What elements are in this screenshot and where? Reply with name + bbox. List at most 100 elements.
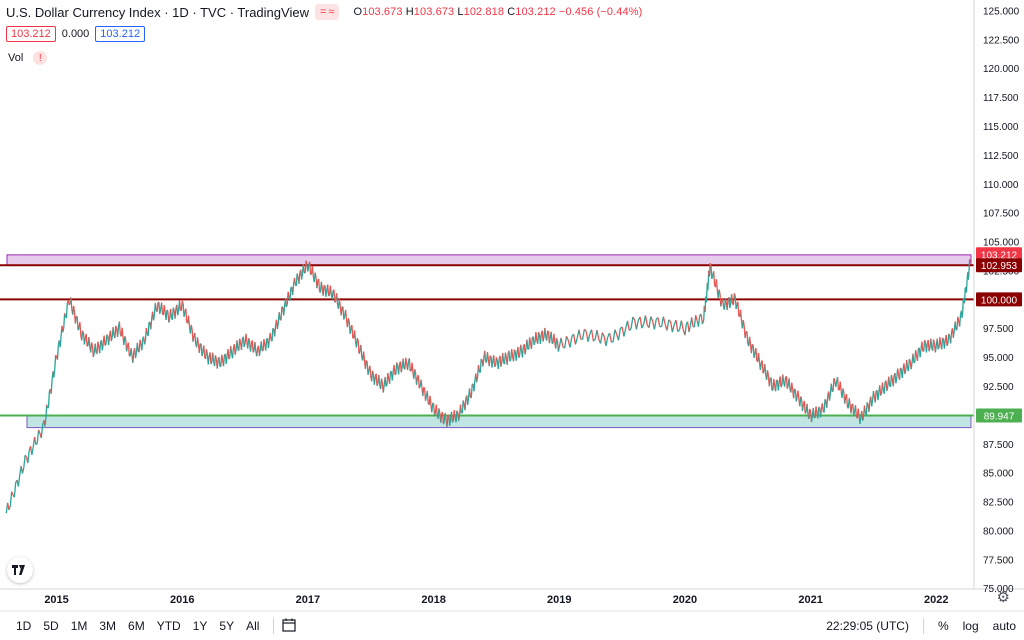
price-segment: [231, 348, 235, 359]
price-segment: [710, 265, 713, 280]
price-segment: [768, 378, 771, 387]
price-segment: [411, 362, 414, 373]
price-segment: [806, 403, 809, 415]
price-segment: [207, 356, 210, 365]
price-segment: [836, 377, 840, 390]
price-segment: [968, 259, 971, 263]
price-segment: [729, 302, 732, 309]
price-segment: [94, 343, 97, 353]
price-segment: [433, 412, 436, 416]
date-range-icon[interactable]: [282, 618, 297, 635]
timeframe-3m[interactable]: 3M: [99, 619, 117, 633]
price-segment: [269, 332, 272, 340]
price-segment: [295, 273, 298, 287]
price-segment: [779, 376, 782, 388]
price-segment: [355, 338, 358, 348]
price-segment: [662, 316, 666, 325]
symbol-title[interactable]: U.S. Dollar Currency Index · 1D · TVC · …: [6, 4, 309, 20]
price-segment: [464, 398, 467, 411]
price-segment: [343, 315, 346, 320]
price-segment: [76, 316, 79, 331]
price-segment: [845, 394, 849, 408]
bid-box[interactable]: 103.212: [6, 26, 56, 42]
settings-gear-icon[interactable]: ⚙: [996, 589, 1010, 606]
price-segment: [518, 354, 521, 359]
price-segment: [599, 332, 603, 344]
price-segment: [524, 347, 527, 355]
timeframe-5d[interactable]: 5D: [43, 619, 59, 633]
price-segment: [139, 339, 142, 345]
price-segment: [711, 275, 714, 280]
price-segment: [581, 329, 586, 340]
price-segment: [701, 319, 705, 325]
price-segment: [68, 303, 71, 306]
price-segment: [74, 316, 77, 324]
log-scale-button[interactable]: log: [962, 619, 979, 633]
price-segment: [150, 318, 153, 330]
price-segment: [276, 322, 279, 330]
price-segment: [482, 357, 485, 367]
price-segment: [85, 333, 88, 347]
clock[interactable]: 22:29:05 (UTC): [826, 619, 909, 633]
price-segment: [497, 359, 500, 370]
y-tick-label: 77.500: [983, 555, 1014, 566]
price-segment: [112, 327, 115, 336]
price-segment: [106, 334, 109, 337]
price-segment: [709, 262, 712, 266]
timeframe-6m[interactable]: 6M: [128, 619, 145, 633]
price-segment: [810, 415, 814, 423]
price-segment: [104, 344, 107, 346]
price-segment: [550, 331, 553, 344]
price-segment: [455, 410, 458, 423]
timeframe-all[interactable]: All: [246, 619, 260, 633]
price-segment: [495, 357, 498, 361]
ask-box[interactable]: 103.212: [95, 26, 146, 42]
price-segment: [916, 348, 919, 361]
price-segment: [27, 450, 30, 464]
price-segment: [484, 350, 487, 362]
price-segment: [515, 351, 518, 361]
price-segment: [265, 339, 268, 351]
y-tick-label: 125.000: [983, 6, 1020, 17]
price-segment: [623, 328, 627, 337]
price-segment: [349, 328, 352, 334]
tradingview-logo-icon[interactable]: [7, 557, 33, 583]
price-segment: [521, 346, 525, 358]
timeframe-5y[interactable]: 5Y: [219, 619, 235, 633]
price-segment: [333, 289, 336, 303]
price-segment: [614, 329, 618, 335]
compare-toggle[interactable]: = ≈: [314, 4, 340, 20]
price-segment: [338, 299, 341, 306]
percent-scale-button[interactable]: %: [937, 619, 949, 633]
timeframe-ytd[interactable]: YTD: [156, 619, 181, 633]
price-segment: [165, 309, 168, 320]
price-segment: [243, 343, 246, 348]
timeframe-1d[interactable]: 1D: [16, 619, 32, 633]
warning-icon[interactable]: !: [33, 51, 48, 65]
price-segment: [435, 404, 438, 415]
price-segment: [228, 357, 231, 360]
price-segment: [302, 264, 305, 274]
y-tick-label: 117.500: [983, 93, 1019, 104]
price-segment: [121, 327, 124, 337]
price-segment: [101, 343, 104, 351]
spread-value: 0.000: [61, 28, 90, 40]
price-segment: [432, 403, 436, 416]
timeframe-1y[interactable]: 1Y: [192, 619, 208, 633]
price-segment: [934, 345, 937, 353]
price-segment: [657, 317, 661, 327]
price-segment: [185, 308, 188, 323]
price-segment: [508, 350, 511, 362]
price-segment: [801, 403, 805, 412]
y-tick-label: 92.500: [983, 382, 1014, 393]
price-segment: [537, 332, 541, 336]
toolbar-right: 22:29:05 (UTC) % log auto: [826, 618, 1016, 634]
price-segment: [489, 355, 492, 358]
price-segment: [314, 272, 317, 278]
price-segment: [721, 298, 725, 308]
auto-scale-button[interactable]: auto: [992, 619, 1016, 633]
timeframe-1m[interactable]: 1M: [70, 619, 88, 633]
price-segment: [305, 260, 308, 266]
volume-label[interactable]: Vol: [8, 52, 24, 64]
